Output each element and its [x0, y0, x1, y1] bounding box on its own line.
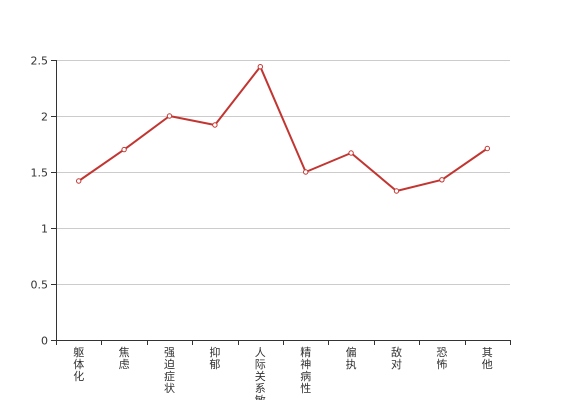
data-point[interactable] [484, 145, 490, 152]
data-point[interactable] [439, 177, 445, 183]
data-point[interactable] [212, 122, 218, 128]
x-tick-label: 敌对 [391, 345, 402, 371]
y-tick-label: 2 [41, 111, 48, 124]
y-tick-label: 1 [41, 223, 48, 236]
series-line [78, 65, 488, 192]
series [76, 64, 490, 194]
data-point[interactable] [303, 169, 309, 175]
data-point[interactable] [348, 150, 354, 156]
x-tick-label: 抑郁 [209, 345, 220, 371]
y-tick-label: 0.5 [31, 279, 49, 292]
data-point[interactable] [257, 64, 263, 70]
y-tick-label: 1.5 [31, 167, 49, 180]
x-tick-label: 人际关系敏感 [255, 346, 266, 400]
y-tick-label: 0 [41, 335, 48, 348]
y-tick-label: 2.5 [31, 55, 49, 68]
x-axis-tick-labels: 躯体化 焦虑 强迫症状 抑郁 人际关系敏感 精神病性 偏执 敌对 恐怖 其他 [73, 345, 493, 404]
data-point[interactable] [121, 146, 127, 153]
x-tick-label: 强迫症状 [164, 346, 175, 395]
x-tick-label: 恐怖 [436, 346, 447, 371]
data-point[interactable] [76, 178, 82, 184]
x-tick-label: 偏执 [346, 345, 357, 371]
axes [51, 60, 511, 345]
x-tick-label: 精神病性 [300, 346, 311, 395]
y-axis-tick-labels: 0 0.5 1 1.5 2 2.5 [31, 55, 49, 348]
x-tick-label: 躯体化 [73, 346, 84, 383]
data-point[interactable] [166, 113, 173, 119]
x-tick-label: 其他 [482, 346, 493, 371]
grid-lines [56, 60, 510, 285]
x-tick-label: 焦虑 [119, 346, 130, 371]
data-point[interactable] [393, 188, 400, 194]
